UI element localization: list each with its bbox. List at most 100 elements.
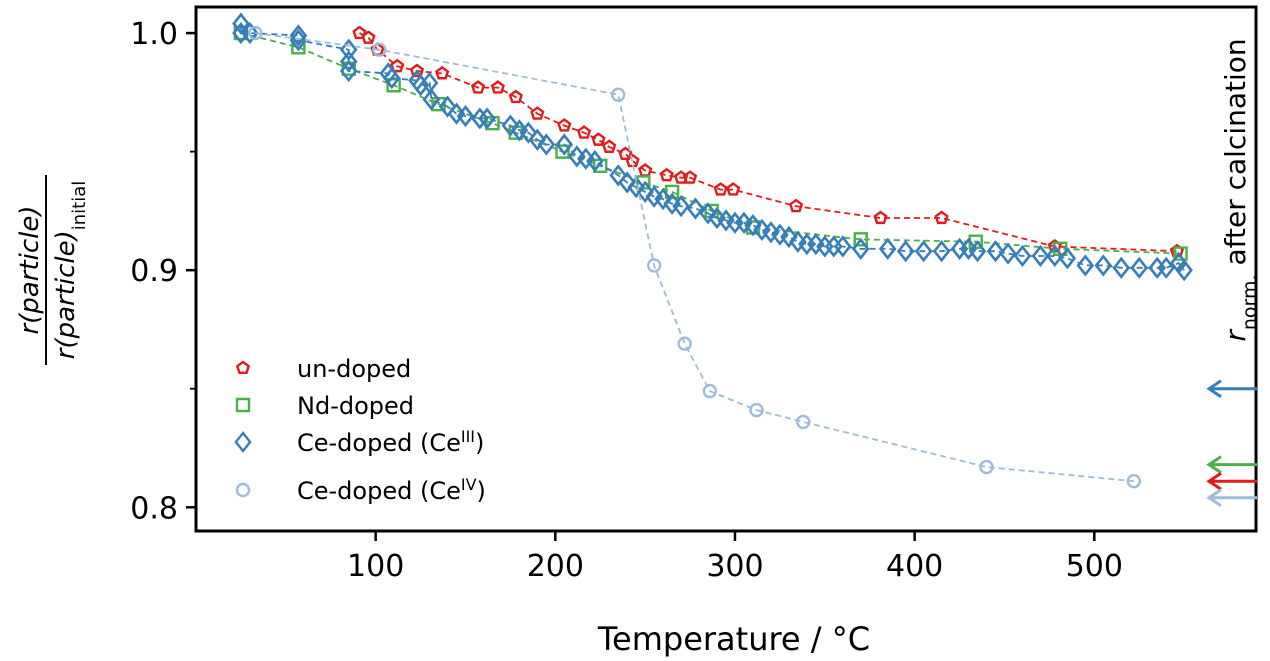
series-line <box>240 32 1181 255</box>
data-point <box>986 240 1005 263</box>
data-point <box>361 30 376 44</box>
data-point <box>611 87 626 102</box>
data-point <box>339 50 358 73</box>
data-point <box>339 59 358 83</box>
data-point <box>501 114 520 137</box>
data-point <box>591 132 606 146</box>
legend-label: Nd-doped <box>297 392 414 420</box>
series-4 <box>248 25 1142 489</box>
data-point <box>1130 256 1149 279</box>
legend-entry-1: un-doped <box>235 355 411 383</box>
data-point <box>471 107 489 130</box>
data-point <box>435 65 450 80</box>
data-point <box>796 414 811 430</box>
data-point <box>557 118 572 132</box>
data-point <box>682 170 698 184</box>
data-point <box>914 240 933 263</box>
data-point <box>873 210 888 225</box>
data-point <box>627 176 645 199</box>
data-point <box>609 164 627 187</box>
data-point <box>726 182 741 196</box>
data-point <box>1052 241 1068 257</box>
data-point <box>654 187 672 211</box>
data-point <box>555 133 574 156</box>
y-label-numerator: r(particle) <box>15 205 45 334</box>
data-point <box>289 24 308 47</box>
data-point <box>713 182 728 196</box>
data-point <box>411 74 430 97</box>
data-point <box>289 29 308 52</box>
data-point <box>749 402 764 418</box>
data-point <box>699 202 717 225</box>
data-point <box>788 198 804 213</box>
series-line <box>239 23 1185 271</box>
axis-ticks: 100 200 300 400 500 0.8 0.9 1.0 <box>130 17 1123 584</box>
data-point <box>490 80 505 94</box>
x-axis-label: Temperature / °C <box>597 620 870 658</box>
data-point <box>352 25 367 40</box>
data-point <box>968 240 987 263</box>
data-point <box>659 167 674 182</box>
series-3 <box>232 12 1193 282</box>
x-tick-label: 400 <box>886 549 943 584</box>
data-point <box>248 25 263 41</box>
calcination-arrow <box>1206 379 1257 398</box>
data-point <box>851 237 870 260</box>
calcination-arrow <box>1206 455 1257 474</box>
data-point <box>528 128 547 151</box>
data-point <box>636 180 654 204</box>
legend-entry-4: Ce-doped (CeIV) <box>235 475 486 505</box>
right-axis-label: rnorm. after calcination <box>1219 38 1261 341</box>
series-layer <box>232 12 1193 489</box>
data-point <box>456 104 475 128</box>
data-point <box>1094 254 1113 277</box>
legend-marker <box>234 431 252 453</box>
data-point <box>508 89 523 104</box>
data-point <box>979 459 994 475</box>
series-line <box>255 32 1134 483</box>
calcination-arrows <box>1206 379 1257 508</box>
calcination-arrow <box>1206 471 1257 491</box>
series-1 <box>352 25 1185 258</box>
data-point <box>586 150 604 173</box>
data-point <box>409 63 425 78</box>
data-point <box>1076 254 1095 277</box>
data-point <box>1112 256 1131 279</box>
legend-entry-2: Nd-doped <box>235 392 414 420</box>
series-2 <box>233 25 1188 261</box>
data-point <box>602 139 617 153</box>
data-point <box>646 258 662 273</box>
data-point <box>780 225 798 249</box>
data-point <box>1058 247 1077 270</box>
y-tick-label: 0.8 <box>130 491 178 526</box>
data-point <box>702 383 718 399</box>
legend-marker <box>235 397 251 413</box>
data-point <box>372 42 387 57</box>
data-point <box>1157 256 1175 279</box>
data-point <box>1126 474 1142 489</box>
data-point <box>744 214 762 237</box>
data-point <box>519 121 538 144</box>
data-point <box>438 95 457 118</box>
legend-label: Ce-doped (CeIII) <box>297 427 484 458</box>
data-point <box>878 237 897 260</box>
data-point <box>241 21 259 45</box>
data-point <box>1045 244 1064 268</box>
legend-marker <box>235 360 251 375</box>
data-point <box>932 240 951 263</box>
x-tick-label: 300 <box>706 549 763 584</box>
legend-label: un-doped <box>297 355 411 383</box>
data-point <box>618 146 633 161</box>
data-point <box>576 125 592 139</box>
data-point <box>1013 244 1032 268</box>
data-point <box>896 240 915 263</box>
data-point <box>383 67 401 90</box>
x-tick-label: 100 <box>347 549 404 584</box>
data-point <box>999 242 1017 265</box>
data-point <box>339 38 358 61</box>
data-point <box>422 88 441 111</box>
data-point <box>1173 246 1188 261</box>
x-tick-label: 500 <box>1066 549 1123 584</box>
data-point <box>390 58 405 73</box>
data-point <box>232 12 250 35</box>
